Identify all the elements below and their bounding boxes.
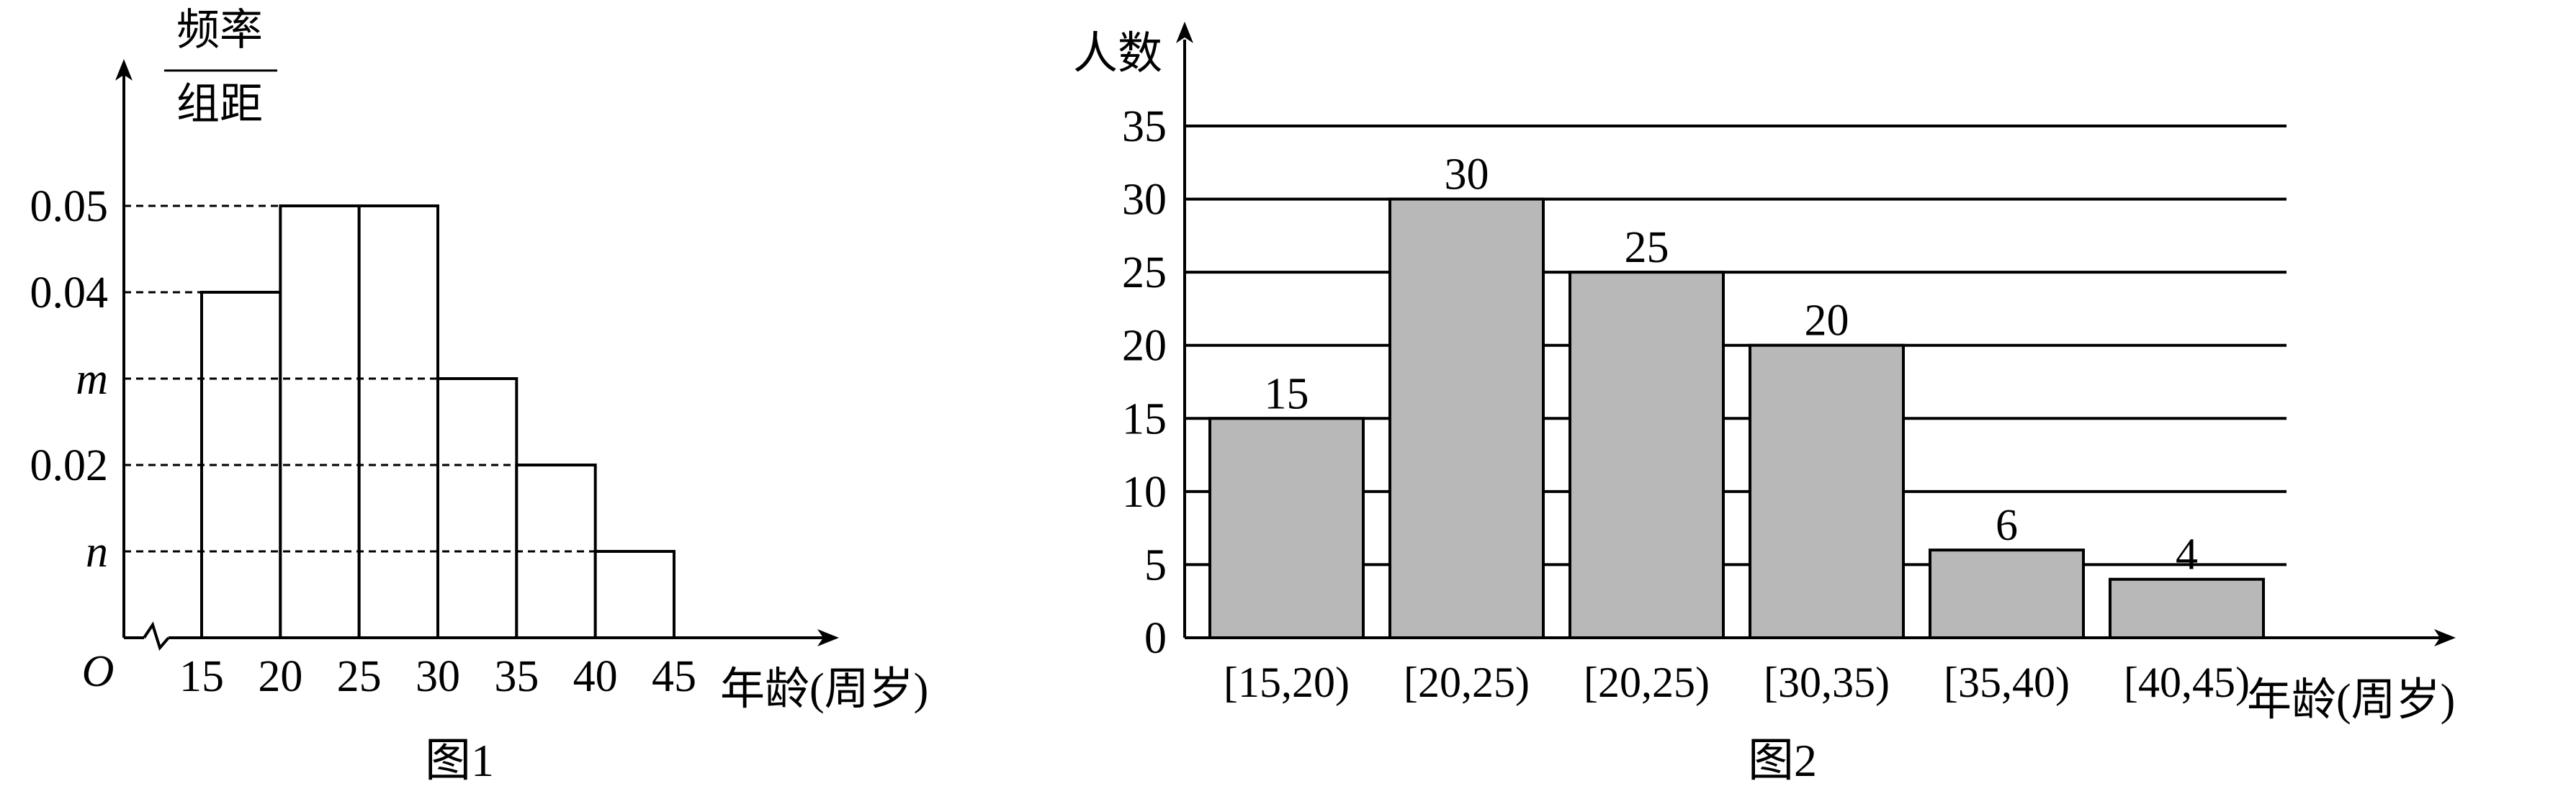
x-category-label: [15,20) <box>1224 659 1350 706</box>
x-category-label: [30,35) <box>1764 659 1890 706</box>
y-tick-label: 20 <box>1122 322 1167 371</box>
x-axis-label: 年龄(周岁) <box>2247 676 2455 725</box>
x-tick-label: 45 <box>652 652 696 701</box>
axis-break-mark <box>143 621 170 651</box>
x-axis-label: 年龄(周岁) <box>720 665 928 714</box>
data-label: 6 <box>1996 501 2018 550</box>
y-tick-label: n <box>86 528 108 577</box>
x-category-label: [20,25) <box>1584 659 1710 706</box>
x-category-label: [20,25) <box>1404 659 1530 706</box>
data-label: 20 <box>1805 297 1849 346</box>
origin-label: O <box>82 647 115 696</box>
y-tick-label: 35 <box>1122 102 1167 151</box>
x-tick-label: 25 <box>337 652 382 701</box>
data-label: 25 <box>1625 223 1669 272</box>
bar <box>1569 271 1725 639</box>
histogram-bar <box>357 204 439 639</box>
y-axis-label: 人数 <box>1073 30 1162 78</box>
x-tick-label: 40 <box>573 652 618 701</box>
histogram-bar <box>593 550 676 639</box>
figure-caption: 图2 <box>1748 735 1817 786</box>
y-axis-arrow <box>1176 22 1193 43</box>
x-tick-label: 20 <box>258 652 302 701</box>
y-tick-label: 15 <box>1122 394 1167 443</box>
bar <box>1208 417 1365 639</box>
y-tick-label: 30 <box>1122 176 1167 225</box>
figure-caption: 图1 <box>425 735 494 786</box>
y-tick-label: 0.05 <box>30 182 109 231</box>
y-tick-label: 0.02 <box>30 441 109 490</box>
x-axis-arrow <box>817 629 839 646</box>
x-category-label: [40,45) <box>2124 659 2250 706</box>
x-tick-label: 35 <box>494 652 539 701</box>
bar <box>1749 343 1905 639</box>
x-category-label: [35,40) <box>1944 659 2070 706</box>
y-axis-arrow <box>115 59 133 81</box>
y-tick-label: 0.04 <box>30 268 109 317</box>
bar-chart-figure-2: 人数 0 5 10 15 20 25 30 35 15 [15,20) 30 [20,25) 25 [20,… <box>1073 22 2456 786</box>
y-tick-label: 25 <box>1122 248 1167 297</box>
x-tick-label: 30 <box>416 652 460 701</box>
data-label: 15 <box>1265 369 1309 418</box>
x-axis-arrow <box>2434 629 2456 646</box>
y-axis-label-numerator: 频率 <box>176 6 263 54</box>
y-tick-label: 10 <box>1122 468 1167 517</box>
data-label: 30 <box>1445 150 1489 199</box>
data-label: 4 <box>2176 531 2198 579</box>
bar <box>2109 577 2265 639</box>
y-tick-label: 5 <box>1144 541 1167 590</box>
y-tick-label: 0 <box>1144 614 1167 663</box>
y-tick-label: m <box>76 355 108 404</box>
x-tick-label: 15 <box>179 652 224 701</box>
bar <box>1388 197 1545 640</box>
y-axis-label-denominator: 组距 <box>176 81 263 128</box>
bar <box>1929 549 2085 639</box>
histogram-bar <box>279 204 361 639</box>
histogram-bar <box>436 377 519 639</box>
